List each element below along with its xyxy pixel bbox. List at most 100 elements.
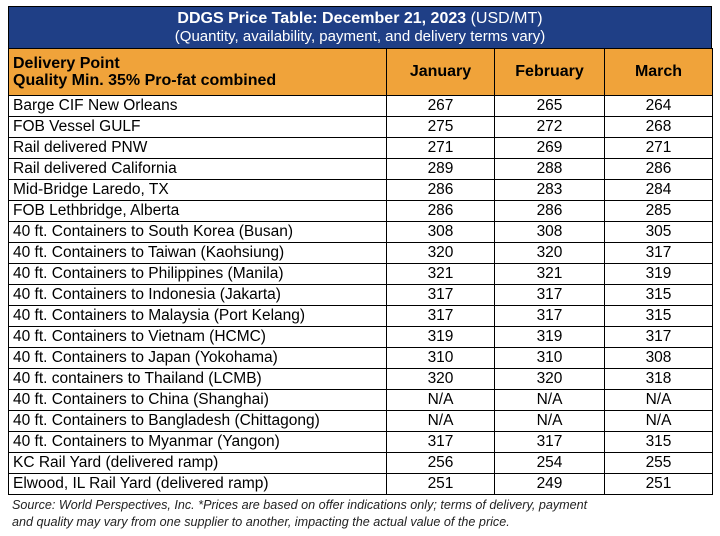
delivery-point-cell: 40 ft. Containers to Myanmar (Yangon) (8, 431, 387, 453)
table-body: Barge CIF New Orleans 267 265 264 FOB Vessel… (8, 95, 713, 495)
table-row: 40 ft. Containers to Indonesia (Jakarta)… (8, 284, 713, 306)
march-price-cell: 317 (604, 326, 713, 348)
february-price-cell: 269 (494, 137, 605, 159)
february-price-cell: 249 (494, 473, 605, 495)
february-price-cell: 283 (494, 179, 605, 201)
table-row: Barge CIF New Orleans 267 265 264 (8, 95, 713, 117)
delivery-point-cell: 40 ft. Containers to Philippines (Manila… (8, 263, 387, 285)
delivery-point-cell: 40 ft. Containers to Japan (Yokohama) (8, 347, 387, 369)
march-price-cell: 308 (604, 347, 713, 369)
header-delivery-point-label: Delivery Point (13, 55, 120, 72)
january-price-cell: 310 (386, 347, 495, 369)
january-price-cell: 319 (386, 326, 495, 348)
header-january: January (386, 48, 495, 96)
january-price-cell: 320 (386, 368, 495, 390)
january-price-cell: 317 (386, 305, 495, 327)
january-price-cell: 251 (386, 473, 495, 495)
january-price-cell: 308 (386, 221, 495, 243)
delivery-point-cell: Rail delivered California (8, 158, 387, 180)
table-row: 40 ft. Containers to Philippines (Manila… (8, 263, 713, 285)
march-price-cell: 317 (604, 242, 713, 264)
january-price-cell: 286 (386, 179, 495, 201)
march-price-cell: 284 (604, 179, 713, 201)
table-row: Elwood, IL Rail Yard (delivered ramp) 251… (8, 473, 713, 495)
delivery-point-cell: FOB Lethbridge, Alberta (8, 200, 387, 222)
table-row: 40 ft. containers to Thailand (LCMB) 320 3… (8, 368, 713, 390)
february-price-cell: 317 (494, 284, 605, 306)
table-row: Rail delivered PNW 271 269 271 (8, 137, 713, 159)
header-delivery-point: Delivery Point Quality Min. 35% Pro-fat … (8, 48, 387, 96)
delivery-point-cell: FOB Vessel GULF (8, 116, 387, 138)
january-price-cell: N/A (386, 410, 495, 432)
header-row: Delivery Point Quality Min. 35% Pro-fat … (8, 48, 713, 96)
price-table-container: DDGS Price Table: December 21, 2023 (USD… (8, 6, 713, 531)
table-row: Mid-Bridge Laredo, TX 286 283 284 (8, 179, 713, 201)
february-price-cell: 265 (494, 95, 605, 117)
table-title-bar: DDGS Price Table: December 21, 2023 (USD… (8, 6, 712, 48)
table-row: 40 ft. Containers to China (Shanghai) N/A… (8, 389, 713, 411)
march-price-cell: 319 (604, 263, 713, 285)
table-row: FOB Vessel GULF 275 272 268 (8, 116, 713, 138)
january-price-cell: 286 (386, 200, 495, 222)
price-table: Delivery Point Quality Min. 35% Pro-fat … (8, 48, 713, 495)
february-price-cell: 288 (494, 158, 605, 180)
february-price-cell: 319 (494, 326, 605, 348)
february-price-cell: 321 (494, 263, 605, 285)
january-price-cell: 256 (386, 452, 495, 474)
delivery-point-cell: Elwood, IL Rail Yard (delivered ramp) (8, 473, 387, 495)
delivery-point-cell: 40 ft. Containers to China (Shanghai) (8, 389, 387, 411)
february-price-cell: 254 (494, 452, 605, 474)
delivery-point-cell: 40 ft. Containers to South Korea (Busan) (8, 221, 387, 243)
january-price-cell: 289 (386, 158, 495, 180)
january-price-cell: 317 (386, 431, 495, 453)
delivery-point-cell: 40 ft. Containers to Vietnam (HCMC) (8, 326, 387, 348)
march-price-cell: 305 (604, 221, 713, 243)
table-row: 40 ft. Containers to South Korea (Busan)… (8, 221, 713, 243)
source-line-2: and quality may vary from one supplier t… (12, 515, 510, 529)
march-price-cell: 315 (604, 305, 713, 327)
delivery-point-cell: 40 ft. containers to Thailand (LCMB) (8, 368, 387, 390)
march-price-cell: 318 (604, 368, 713, 390)
table-row: 40 ft. Containers to Malaysia (Port Kela… (8, 305, 713, 327)
table-row: Rail delivered California 289 288 286 (8, 158, 713, 180)
source-line-1: Source: World Perspectives, Inc. *Prices… (12, 498, 588, 512)
march-price-cell: 315 (604, 284, 713, 306)
january-price-cell: 317 (386, 284, 495, 306)
header-february: February (494, 48, 605, 96)
january-price-cell: 320 (386, 242, 495, 264)
january-price-cell: 275 (386, 116, 495, 138)
january-price-cell: N/A (386, 389, 495, 411)
february-price-cell: N/A (494, 410, 605, 432)
delivery-point-cell: Mid-Bridge Laredo, TX (8, 179, 387, 201)
march-price-cell: 255 (604, 452, 713, 474)
table-row: 40 ft. Containers to Vietnam (HCMC) 319 31… (8, 326, 713, 348)
january-price-cell: 267 (386, 95, 495, 117)
march-price-cell: 268 (604, 116, 713, 138)
title-unit: (USD/MT) (470, 10, 543, 27)
february-price-cell: 286 (494, 200, 605, 222)
table-row: 40 ft. Containers to Bangladesh (Chittag… (8, 410, 713, 432)
title-main: DDGS Price Table: December 21, 2023 (177, 10, 467, 27)
march-price-cell: N/A (604, 389, 713, 411)
delivery-point-cell: 40 ft. Containers to Bangladesh (Chittag… (8, 410, 387, 432)
delivery-point-cell: 40 ft. Containers to Taiwan (Kaohsiung) (8, 242, 387, 264)
january-price-cell: 271 (386, 137, 495, 159)
delivery-point-cell: KC Rail Yard (delivered ramp) (8, 452, 387, 474)
march-price-cell: 264 (604, 95, 713, 117)
march-price-cell: 251 (604, 473, 713, 495)
table-row: 40 ft. Containers to Myanmar (Yangon) 317… (8, 431, 713, 453)
february-price-cell: 272 (494, 116, 605, 138)
march-price-cell: N/A (604, 410, 713, 432)
source-note: Source: World Perspectives, Inc. *Prices… (8, 497, 712, 531)
table-row: 40 ft. Containers to Japan (Yokohama) 310… (8, 347, 713, 369)
table-subtitle: (Quantity, availability, payment, and de… (174, 28, 546, 45)
february-price-cell: 320 (494, 368, 605, 390)
table-title: DDGS Price Table: December 21, 2023 (USD… (9, 10, 711, 28)
march-price-cell: 315 (604, 431, 713, 453)
delivery-point-cell: Barge CIF New Orleans (8, 95, 387, 117)
table-row: 40 ft. Containers to Taiwan (Kaohsiung) 3… (8, 242, 713, 264)
delivery-point-cell: Rail delivered PNW (8, 137, 387, 159)
table-row: KC Rail Yard (delivered ramp) 256 254 255 (8, 452, 713, 474)
february-price-cell: 308 (494, 221, 605, 243)
february-price-cell: 317 (494, 305, 605, 327)
